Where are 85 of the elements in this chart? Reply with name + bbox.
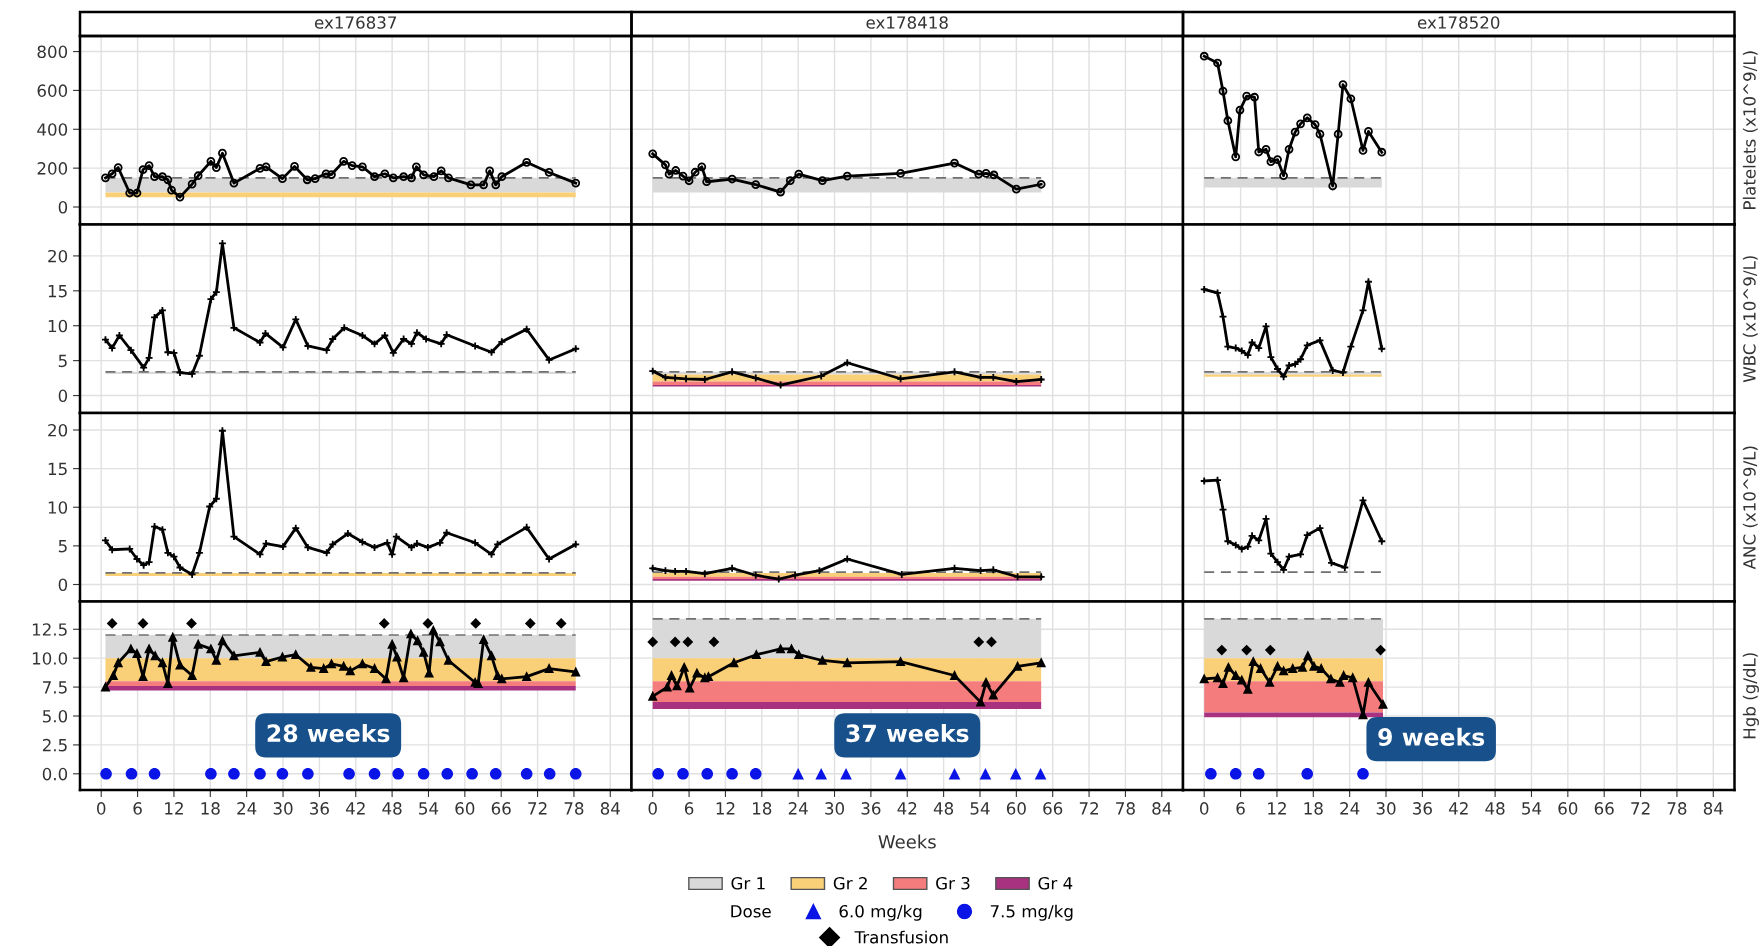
x-tick-label: 0 bbox=[1200, 802, 1209, 815]
x-tick-label: 30 bbox=[825, 802, 845, 815]
x-tick-label: 72 bbox=[528, 802, 547, 815]
y-axis-title: ANC (x10^9/L) bbox=[1742, 446, 1758, 570]
x-tick-label: 12 bbox=[1268, 802, 1286, 815]
y-axis-title: Hgb (g/dL) bbox=[1742, 653, 1759, 739]
x-tick-label: 12 bbox=[716, 802, 735, 815]
y-tick-label: 0 bbox=[58, 200, 68, 214]
y-tick-label: 0.0 bbox=[42, 767, 68, 781]
x-tick-label: 36 bbox=[310, 802, 329, 815]
x-tick-label: 0 bbox=[648, 802, 657, 815]
y-tick-label: 0 bbox=[58, 389, 68, 403]
legend-title: Dose bbox=[731, 905, 771, 918]
y-tick-label: 10.0 bbox=[32, 652, 68, 665]
x-tick-label: 60 bbox=[1558, 802, 1578, 815]
annotation: 28 weeks bbox=[267, 723, 390, 743]
y-tick-label: 20 bbox=[48, 249, 68, 263]
chart-title: ex178418 bbox=[866, 16, 948, 29]
x-tick-label: 84 bbox=[600, 802, 620, 815]
x-tick-label: 6 bbox=[1236, 802, 1245, 815]
y-tick-label: 5 bbox=[58, 354, 67, 368]
x-tick-label: 54 bbox=[419, 802, 439, 815]
x-tick-label: 30 bbox=[1376, 802, 1396, 815]
x-tick-label: 54 bbox=[970, 802, 990, 815]
x-axis-title: Weeks bbox=[878, 834, 936, 849]
x-tick-label: 78 bbox=[1116, 802, 1135, 815]
x-tick-label: 84 bbox=[1703, 802, 1723, 815]
legend-label: Gr 2 bbox=[833, 876, 867, 890]
x-tick-label: 66 bbox=[1043, 802, 1063, 815]
x-tick-label: 24 bbox=[237, 802, 257, 815]
legend-label: Gr 1 bbox=[731, 876, 765, 890]
x-tick-label: 72 bbox=[1079, 802, 1098, 815]
x-tick-label: 48 bbox=[933, 802, 954, 815]
x-tick-label: 6 bbox=[684, 802, 694, 815]
x-tick-label: 18 bbox=[201, 802, 220, 815]
y-axis-title: Platelets (x10^9/L) bbox=[1742, 51, 1758, 209]
legend-label: 6.0 mg/kg bbox=[839, 904, 922, 921]
x-tick-label: 42 bbox=[897, 802, 917, 815]
x-tick-label: 42 bbox=[1448, 802, 1468, 815]
legend-label: Transfusion bbox=[854, 930, 948, 944]
y-tick-label: 10 bbox=[48, 319, 68, 333]
x-tick-label: 54 bbox=[1522, 802, 1542, 815]
x-tick-label: 84 bbox=[1152, 802, 1172, 815]
x-tick-label: 18 bbox=[1304, 802, 1323, 815]
y-tick-label: 5.0 bbox=[42, 709, 68, 723]
x-tick-label: 72 bbox=[1631, 802, 1650, 815]
y-tick-label: 12.5 bbox=[32, 623, 67, 636]
y-tick-label: 15 bbox=[48, 462, 67, 476]
y-tick-label: 15 bbox=[48, 285, 67, 298]
y-tick-label: 200 bbox=[37, 162, 68, 175]
y-tick-label: 600 bbox=[37, 84, 68, 97]
x-tick-label: 60 bbox=[1006, 802, 1026, 815]
y-tick-label: 10 bbox=[48, 501, 68, 514]
x-tick-label: 0 bbox=[97, 802, 106, 815]
x-tick-label: 36 bbox=[861, 802, 881, 815]
x-tick-label: 60 bbox=[455, 802, 475, 815]
y-tick-label: 5 bbox=[58, 540, 67, 553]
legend-label: Gr 4 bbox=[1038, 876, 1073, 890]
annotation: 9 weeks bbox=[1378, 727, 1485, 746]
x-tick-label: 66 bbox=[1594, 802, 1614, 815]
y-tick-label: 7.5 bbox=[43, 681, 67, 694]
y-tick-label: 800 bbox=[37, 45, 68, 59]
annotation: 37 weeks bbox=[846, 723, 969, 743]
x-tick-label: 18 bbox=[753, 802, 772, 815]
y-tick-label: 2.5 bbox=[42, 738, 67, 752]
x-tick-label: 36 bbox=[1413, 802, 1432, 815]
x-tick-label: 48 bbox=[1485, 802, 1505, 815]
x-tick-label: 30 bbox=[273, 802, 293, 815]
y-tick-label: 20 bbox=[48, 423, 68, 437]
x-tick-label: 24 bbox=[788, 802, 808, 815]
x-tick-label: 6 bbox=[133, 802, 142, 815]
chart-title: ex176837 bbox=[314, 16, 397, 29]
x-tick-label: 48 bbox=[382, 802, 402, 815]
x-tick-label: 66 bbox=[491, 802, 511, 815]
legend-label: 7.5 mg/kg bbox=[990, 904, 1073, 921]
x-tick-label: 24 bbox=[1340, 802, 1360, 815]
legend-label: Gr 3 bbox=[936, 876, 970, 890]
x-tick-label: 42 bbox=[345, 802, 365, 815]
x-tick-label: 78 bbox=[1667, 802, 1687, 815]
y-tick-label: 400 bbox=[37, 123, 68, 136]
chart-title: ex178520 bbox=[1417, 16, 1500, 29]
y-tick-label: 0 bbox=[58, 578, 68, 592]
y-axis-title: WBC (x10^9/L) bbox=[1742, 256, 1758, 383]
x-tick-label: 78 bbox=[564, 802, 584, 815]
x-tick-label: 12 bbox=[165, 802, 183, 815]
